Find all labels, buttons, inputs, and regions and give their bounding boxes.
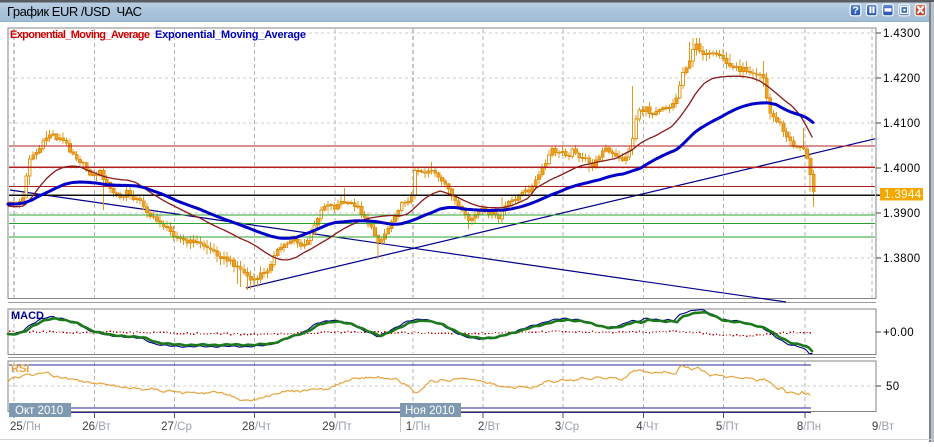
svg-text:1.4200: 1.4200 xyxy=(883,73,921,85)
svg-text:1/Пн: 1/Пн xyxy=(406,421,430,433)
svg-text:MACD: MACD xyxy=(11,310,44,322)
svg-text:1.3944: 1.3944 xyxy=(884,189,922,201)
svg-text:1.4100: 1.4100 xyxy=(883,118,921,130)
svg-text:Окт 2010: Окт 2010 xyxy=(15,405,63,417)
svg-text:26/Вт: 26/Вт xyxy=(82,421,111,433)
svg-text:50: 50 xyxy=(886,381,900,393)
svg-text:1.3900: 1.3900 xyxy=(883,208,921,220)
svg-text:RSI: RSI xyxy=(11,363,29,375)
svg-text:1.3800: 1.3800 xyxy=(883,253,921,265)
svg-text:5/Пт: 5/Пт xyxy=(716,421,740,433)
svg-text:25/Пн: 25/Пн xyxy=(10,421,41,433)
svg-text:+0.00: +0.00 xyxy=(883,327,914,339)
svg-text:Exponential_Moving_Average: Exponential_Moving_Average xyxy=(155,29,306,41)
svg-text:График EUR /USD ЧАС: График EUR /USD ЧАС xyxy=(7,4,142,19)
svg-text:29/Пт: 29/Пт xyxy=(322,421,352,433)
svg-text:Ноя 2010: Ноя 2010 xyxy=(405,405,455,417)
svg-text:1.4300: 1.4300 xyxy=(883,28,921,40)
svg-text:?: ? xyxy=(852,5,858,17)
svg-text:9/Вт: 9/Вт xyxy=(872,421,895,433)
svg-text:1.4000: 1.4000 xyxy=(883,163,921,175)
svg-text:Exponential_Moving_Average: Exponential_Moving_Average xyxy=(10,29,150,41)
svg-text:27/Ср: 27/Ср xyxy=(161,421,192,433)
svg-text:4/Чт: 4/Чт xyxy=(636,421,659,433)
svg-text:8/Пн: 8/Пн xyxy=(797,421,821,433)
svg-text:2/Вт: 2/Вт xyxy=(478,421,501,433)
svg-text:3/Ср: 3/Ср xyxy=(555,421,579,433)
svg-text:28/Чт: 28/Чт xyxy=(242,421,272,433)
